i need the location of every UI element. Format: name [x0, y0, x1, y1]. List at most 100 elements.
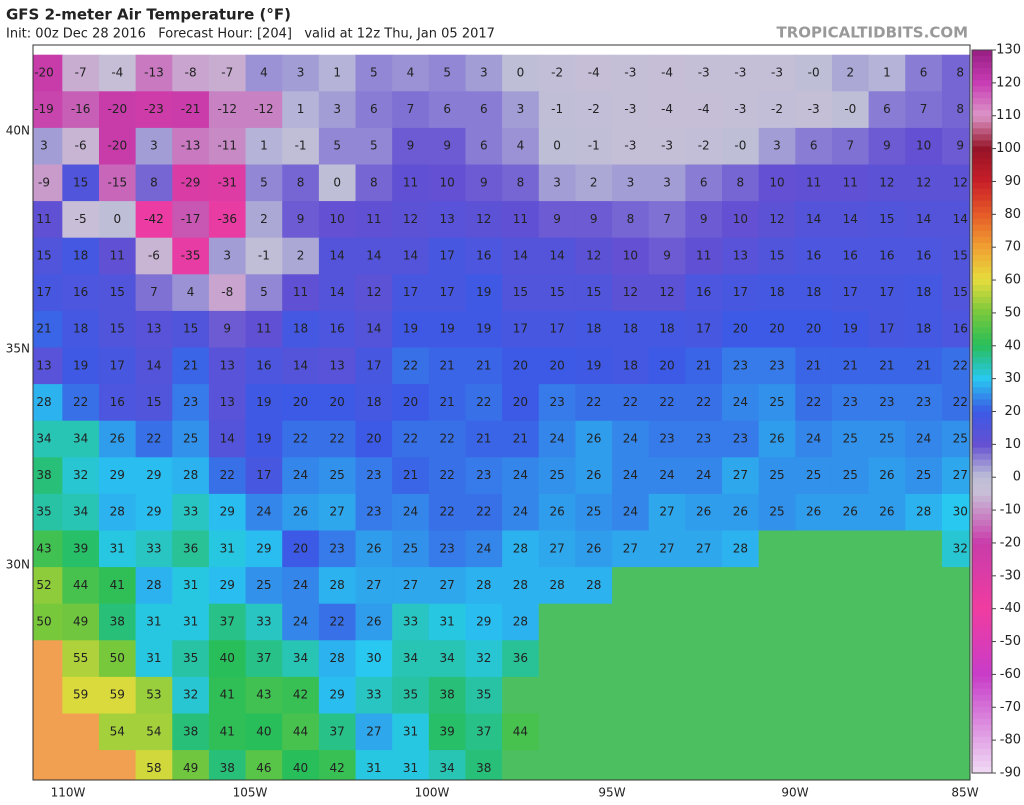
colorbar-tick-label: -70 — [1000, 700, 1021, 715]
temperature-cell — [905, 54, 943, 93]
temperature-cell — [465, 603, 504, 642]
temperature-label: -12 — [217, 102, 237, 116]
temperature-label: 17 — [440, 285, 455, 299]
temperature-label: 21 — [403, 468, 418, 482]
temperature-cell — [538, 237, 577, 276]
colorbar-segment — [972, 260, 992, 268]
temperature-label: -4 — [661, 66, 673, 80]
colorbar-segment — [972, 152, 992, 160]
temperature-label: 34 — [440, 761, 455, 775]
temperature-label: 31 — [220, 541, 235, 555]
temperature-label: 25 — [843, 468, 858, 482]
temperature-cell — [685, 493, 724, 532]
colorbar-segment — [972, 405, 992, 413]
colorbar-segment — [972, 417, 992, 425]
background-cell — [905, 530, 943, 569]
temperature-cell — [502, 384, 540, 422]
temperature-cell — [428, 457, 467, 495]
temperature-label: 27 — [733, 468, 748, 482]
temperature-cell — [648, 457, 687, 495]
temperature-label: 43 — [256, 688, 271, 702]
temperature-cell — [245, 347, 284, 386]
colorbar-tick-label: -20 — [1000, 535, 1021, 550]
temperature-cell — [722, 127, 760, 166]
temperature-label: 25 — [953, 432, 968, 446]
temperature-cell — [62, 91, 100, 129]
temperature-label: 16 — [476, 249, 491, 263]
colorbar-segment — [972, 429, 992, 437]
temperature-cell — [538, 164, 577, 203]
temperature-cell — [392, 91, 430, 129]
temperature-label: 22 — [403, 358, 418, 372]
temperature-label: 24 — [549, 432, 564, 446]
temperature-label: -3 — [771, 66, 783, 80]
temperature-label: -4 — [698, 102, 710, 116]
temperature-cell — [648, 530, 687, 569]
temperature-label: 9 — [223, 322, 231, 336]
temperature-cell — [502, 713, 540, 752]
temperature-cell — [172, 347, 210, 386]
temperature-cell — [135, 640, 174, 678]
temperature-label: -1 — [551, 102, 563, 116]
temperature-cell — [868, 237, 907, 276]
temperature-label: 14 — [953, 212, 968, 226]
temperature-cell — [465, 530, 504, 569]
temperature-label: 27 — [366, 578, 381, 592]
temperature-label: 18 — [366, 395, 381, 409]
temperature-cell — [98, 493, 137, 532]
temperature-label: 16 — [916, 249, 931, 263]
temperature-label: 11 — [36, 212, 51, 226]
colorbar-segment — [972, 622, 992, 629]
temperature-label: 38 — [183, 724, 198, 738]
temperature-label: 34 — [73, 432, 88, 446]
temperature-label: -4 — [111, 66, 123, 80]
temperature-cell — [465, 676, 504, 715]
temperature-label: 21 — [916, 358, 931, 372]
colorbar-tick-label: 10 — [1004, 437, 1021, 452]
temperature-cell — [758, 201, 797, 239]
temperature-label: 14 — [330, 285, 345, 299]
temperature-cell — [868, 310, 907, 349]
temperature-label: 46 — [256, 761, 271, 775]
colorbar-segment — [972, 50, 992, 57]
temperature-cell — [575, 420, 614, 459]
colorbar-segment — [972, 501, 992, 509]
temperature-cell — [392, 713, 430, 752]
temperature-cell — [538, 530, 577, 569]
colorbar-segment — [972, 760, 992, 768]
temperature-label: 20 — [366, 432, 381, 446]
temperature-cell — [758, 347, 797, 386]
temperature-cell — [282, 603, 320, 642]
temperature-label: 1 — [297, 102, 305, 116]
temperature-label: 34 — [36, 432, 51, 446]
colorbar-segment — [972, 339, 992, 346]
temperature-label: 12 — [879, 175, 894, 189]
temperature-cell — [208, 676, 247, 715]
subtitle: Init: 00z Dec 28 2016 Forecast Hour: [20… — [6, 27, 495, 42]
temperature-cell — [502, 603, 540, 642]
temperature-cell — [428, 603, 467, 642]
temperature-cell — [685, 310, 724, 349]
temperature-label: 17 — [256, 468, 271, 482]
colorbar-tick-label: 120 — [996, 75, 1021, 90]
temperature-label: 6 — [480, 139, 488, 153]
temperature-label: -8 — [185, 66, 197, 80]
colorbar-segment — [972, 236, 992, 244]
temperature-cell — [208, 274, 247, 312]
temperature-cell — [428, 640, 467, 678]
temperature-cell — [905, 201, 943, 239]
temperature-cell — [905, 384, 943, 422]
temperature-cell — [208, 201, 247, 239]
temperature-cell — [612, 54, 650, 93]
temperature-cell — [868, 347, 907, 386]
temperature-cell — [831, 91, 870, 129]
temperature-label: 36 — [183, 541, 198, 555]
temperature-cell — [941, 493, 970, 532]
temperature-cell — [502, 237, 540, 276]
temperature-label: 27 — [366, 724, 381, 738]
temperature-label: 15 — [513, 285, 528, 299]
temperature-label: 28 — [330, 651, 345, 665]
temperature-cell — [538, 347, 577, 386]
colorbar-segment — [972, 272, 992, 280]
temperature-cell — [62, 603, 100, 642]
